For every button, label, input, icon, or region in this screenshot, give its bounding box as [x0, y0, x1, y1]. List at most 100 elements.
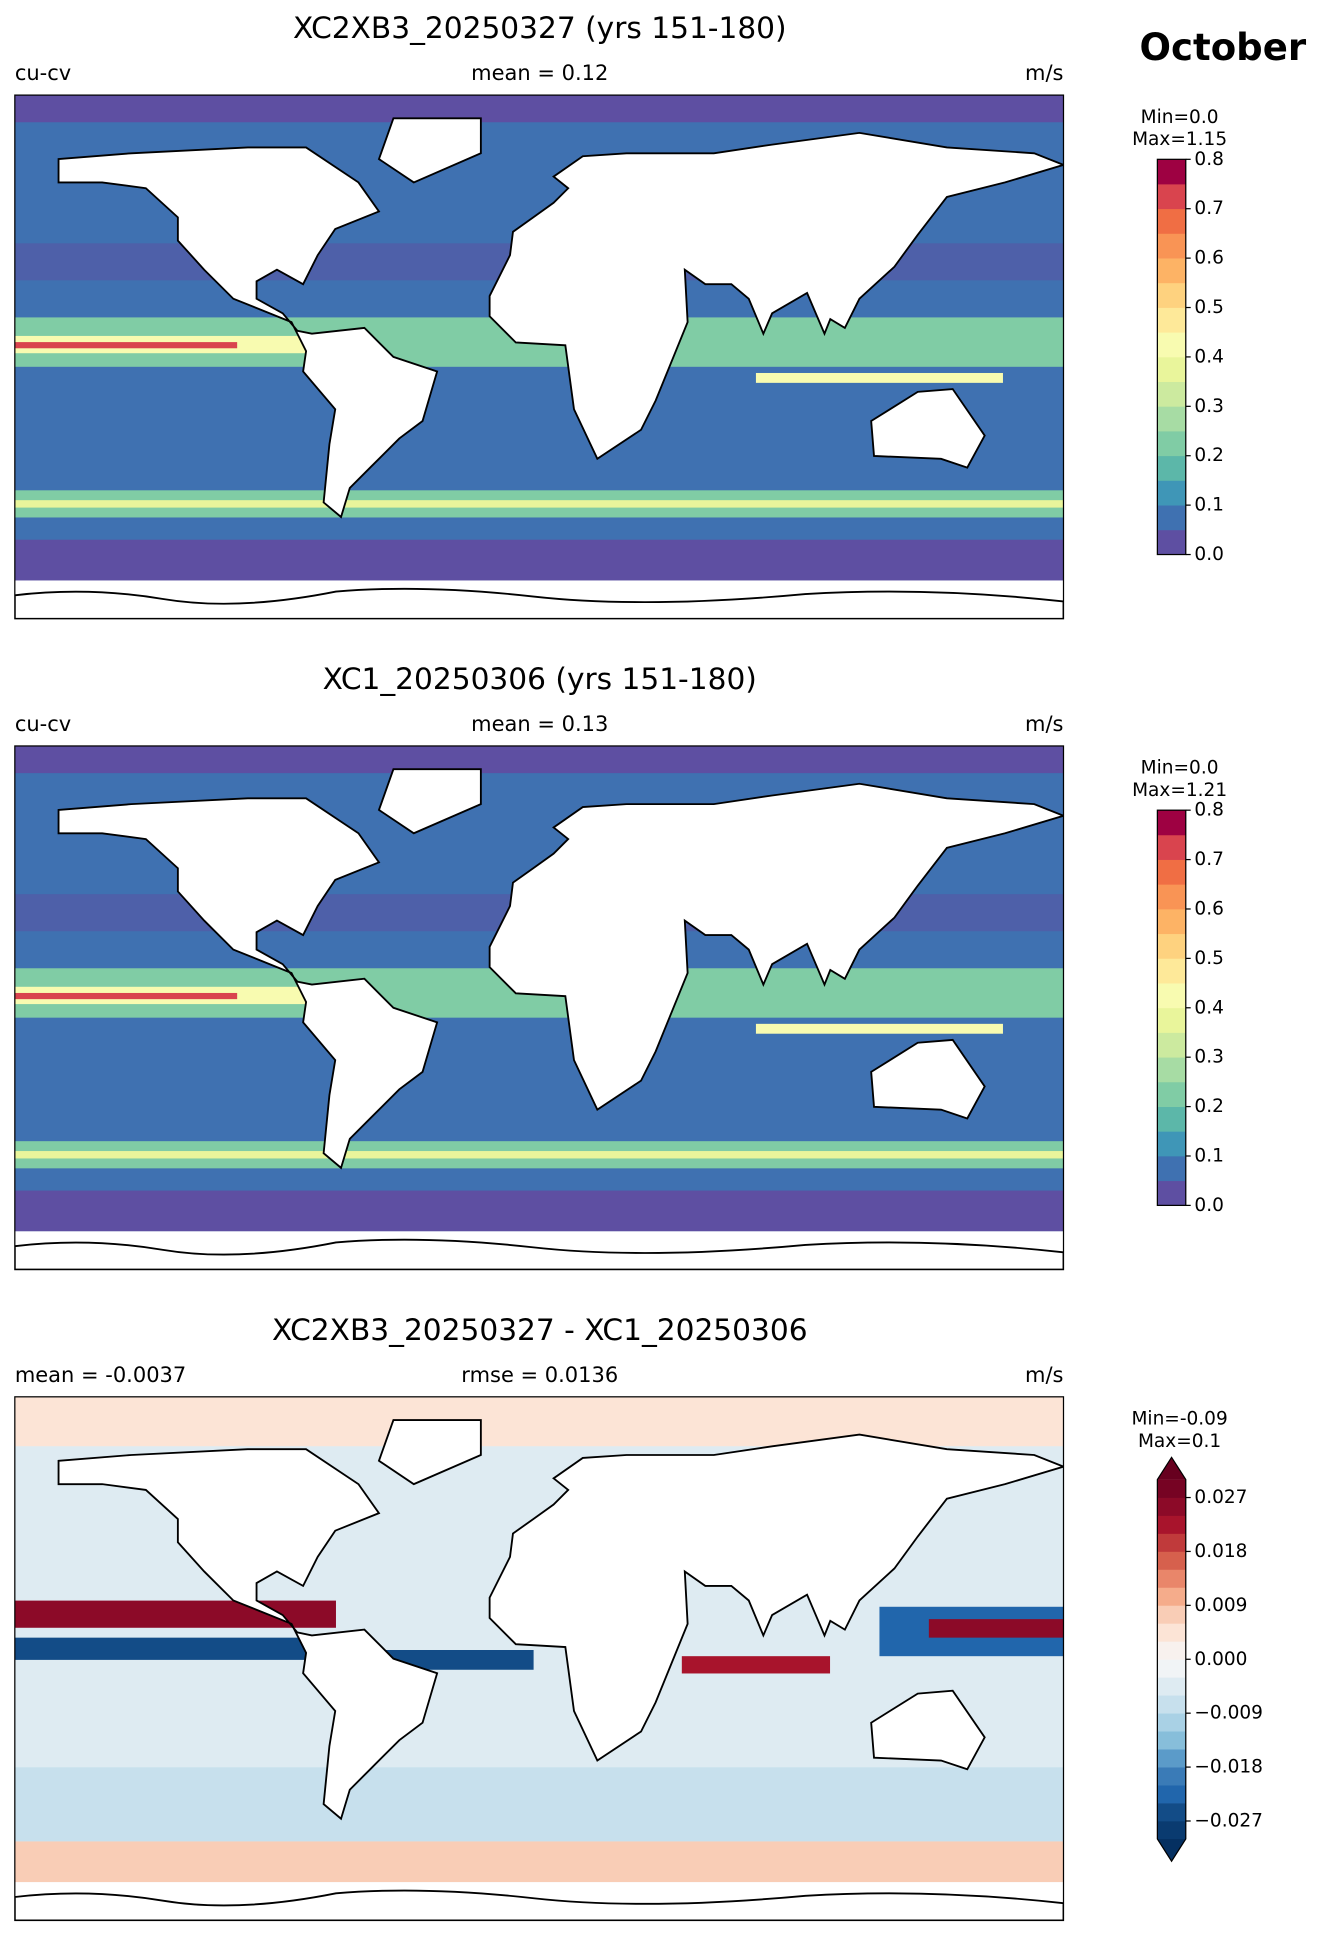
colorbar-tick-label: 0.000: [1194, 1649, 1247, 1670]
colorbar-segment: [1157, 258, 1186, 284]
colorbar-segment: [1157, 933, 1186, 959]
map: [14, 95, 1064, 619]
colorbar-tick-label: 0.3: [1194, 1047, 1223, 1068]
colorbar-tick-label: 0.4: [1194, 346, 1223, 367]
colorbar-segment: [1157, 332, 1186, 358]
figure-title: October: [1140, 26, 1307, 69]
colorbar-segment: [1157, 455, 1186, 481]
colorbar-segment: [1157, 505, 1186, 531]
colorbar-segment: [1157, 1569, 1186, 1588]
center-label: mean = 0.12: [471, 61, 608, 85]
map-frame: [14, 94, 1065, 620]
colorbar-tick-label: 0.009: [1194, 1595, 1247, 1616]
colorbar-segment: [1157, 1659, 1186, 1678]
colorbar-tick-label: −0.027: [1194, 1810, 1263, 1831]
map: [14, 1396, 1064, 1921]
colorbar-extend-low: [1157, 1838, 1186, 1862]
right-label: m/s: [1025, 61, 1063, 85]
colorbar-segment: [1157, 480, 1186, 506]
colorbar-segment: [1157, 1032, 1186, 1058]
colorbar-segment: [1157, 908, 1186, 935]
colorbar-tick-label: 0.018: [1194, 1541, 1247, 1562]
colorbar-segment: [1157, 1180, 1186, 1206]
colorbar-segment: [1157, 983, 1186, 1009]
colorbar-segment: [1157, 1623, 1186, 1642]
colorbar-tick-label: 0.0: [1194, 544, 1223, 565]
colorbar-segment: [1157, 381, 1186, 407]
colorbar-max: Max=0.1: [1138, 1431, 1221, 1452]
colorbar-segment: [1157, 884, 1186, 910]
colorbar-tick-label: 0.5: [1194, 297, 1223, 318]
colorbar-segment: [1157, 1641, 1186, 1660]
colorbar-segment: [1157, 1533, 1186, 1552]
colorbar-segment: [1157, 1713, 1186, 1732]
colorbar-min: Min=-0.09: [1131, 1409, 1227, 1430]
colorbar-segment: [1157, 282, 1186, 308]
colorbar-segment: [1157, 958, 1186, 984]
colorbar-segment: [1157, 1551, 1186, 1570]
colorbar-tick-label: 0.6: [1194, 248, 1223, 269]
colorbar-tick-label: 0.2: [1194, 445, 1223, 466]
colorbar-segment: [1157, 184, 1186, 210]
colorbar-extend-high: [1157, 1457, 1186, 1480]
colorbar-segment: [1157, 1803, 1186, 1822]
colorbar-segment: [1157, 1007, 1186, 1033]
map: [14, 745, 1064, 1270]
colorbar-tick-label: −0.009: [1194, 1703, 1263, 1724]
colorbar-segment: [1157, 1695, 1186, 1714]
map-frame: [14, 745, 1065, 1271]
colorbar-segment: [1157, 1587, 1186, 1606]
colorbar-tick-label: 0.5: [1194, 948, 1223, 969]
colorbar-segment: [1157, 1081, 1186, 1107]
colorbar-segment: [1157, 1731, 1186, 1750]
colorbar-segment: [1157, 859, 1186, 885]
center-label: mean = 0.13: [471, 712, 608, 736]
right-label: m/s: [1025, 1363, 1063, 1387]
colorbar-segment: [1157, 834, 1186, 860]
colorbar-tick-label: 0.4: [1194, 997, 1223, 1018]
colorbar-segment: [1157, 159, 1186, 185]
colorbar-segment: [1157, 1106, 1186, 1132]
colorbar-tick-label: 0.8: [1194, 800, 1223, 821]
colorbar-tick-label: 0.2: [1194, 1096, 1223, 1117]
colorbar-tick-label: 0.0: [1194, 1195, 1223, 1216]
colorbar-segment: [1157, 233, 1186, 259]
left-label: mean = -0.0037: [15, 1363, 186, 1387]
colorbar-segment: [1157, 406, 1186, 432]
colorbar-segment: [1157, 529, 1186, 555]
colorbar-segment: [1157, 1155, 1186, 1182]
colorbar-tick-label: 0.7: [1194, 198, 1223, 219]
colorbar-tick-label: 0.1: [1194, 1145, 1223, 1166]
panel-title: XC2XB3_20250327 (yrs 151-180): [293, 10, 787, 45]
colorbar-segment: [1157, 1605, 1186, 1624]
colorbar-tick-label: 0.8: [1194, 149, 1223, 170]
colorbar-segment: [1157, 1515, 1186, 1534]
colorbar-max: Max=1.21: [1132, 780, 1227, 801]
colorbar-tick-label: −0.018: [1194, 1757, 1263, 1778]
colorbar-segment: [1157, 1479, 1186, 1498]
colorbar-tick-label: 0.7: [1194, 849, 1223, 870]
colorbar-segment: [1157, 1820, 1186, 1840]
map-frame: [14, 1396, 1065, 1922]
colorbar-segment: [1157, 1131, 1186, 1157]
colorbar-segment: [1157, 208, 1186, 234]
colorbar-segment: [1157, 307, 1186, 333]
colorbar-min: Min=0.0: [1141, 758, 1219, 779]
colorbar-segment: [1157, 1767, 1186, 1786]
colorbar-segment: [1157, 1785, 1186, 1804]
panel-title: XC2XB3_20250327 - XC1_20250306: [272, 1312, 808, 1347]
left-label: cu-cv: [15, 712, 71, 736]
colorbar-tick-label: 0.1: [1194, 495, 1223, 516]
colorbar-max: Max=1.15: [1132, 129, 1227, 150]
colorbar-min: Min=0.0: [1141, 107, 1219, 128]
colorbar-segment: [1157, 1497, 1186, 1516]
colorbar-segment: [1157, 356, 1186, 382]
panel-title: XC1_20250306 (yrs 151-180): [323, 661, 757, 696]
colorbar-segment: [1157, 431, 1186, 457]
right-label: m/s: [1025, 712, 1063, 736]
colorbar-tick-label: 0.3: [1194, 396, 1223, 417]
colorbar-segment: [1157, 1749, 1186, 1768]
colorbar-segment: [1157, 810, 1186, 836]
colorbar-tick-label: 0.027: [1194, 1487, 1247, 1508]
